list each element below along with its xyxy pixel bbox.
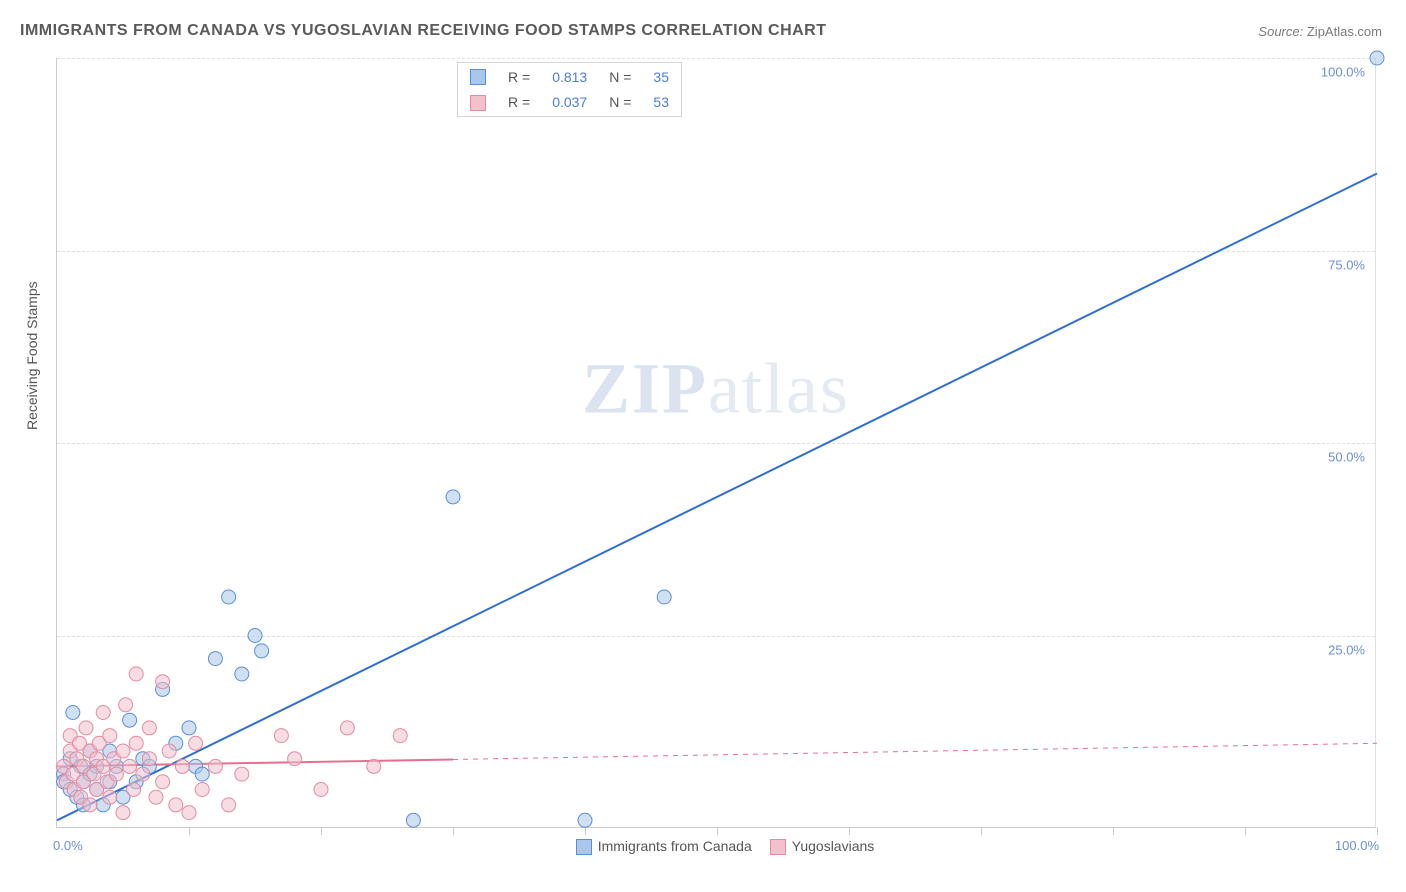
scatter-point: [222, 798, 236, 812]
legend-series-label: Yugoslavians: [792, 838, 875, 854]
scatter-point: [83, 798, 97, 812]
scatter-plot-svg: [57, 58, 1375, 827]
scatter-point: [119, 698, 133, 712]
scatter-point: [156, 675, 170, 689]
scatter-point: [578, 813, 592, 827]
scatter-point: [175, 759, 189, 773]
regression-line-dashed: [453, 743, 1377, 759]
scatter-point: [109, 767, 123, 781]
x-tick: [717, 827, 718, 835]
scatter-point: [156, 775, 170, 789]
source-value: ZipAtlas.com: [1307, 24, 1382, 39]
scatter-point: [255, 644, 269, 658]
scatter-point: [116, 744, 130, 758]
scatter-point: [235, 767, 249, 781]
chart-title: IMMIGRANTS FROM CANADA VS YUGOSLAVIAN RE…: [20, 22, 827, 40]
x-tick: [1113, 827, 1114, 835]
x-tick: [585, 827, 586, 835]
series-legend: Immigrants from Canada Yugoslavians: [57, 838, 1375, 855]
scatter-point: [66, 706, 80, 720]
scatter-point: [406, 813, 420, 827]
scatter-point: [314, 783, 328, 797]
legend-series-label: Immigrants from Canada: [598, 838, 752, 854]
y-axis-title: Receiving Food Stamps: [24, 281, 40, 430]
scatter-point: [208, 652, 222, 666]
scatter-point: [446, 490, 460, 504]
scatter-point: [657, 590, 671, 604]
x-tick: [321, 827, 322, 835]
scatter-point: [182, 806, 196, 820]
scatter-point: [1370, 51, 1384, 65]
scatter-point: [195, 767, 209, 781]
regression-line: [57, 174, 1377, 821]
scatter-point: [149, 790, 163, 804]
x-tick: [1245, 827, 1246, 835]
scatter-point: [162, 744, 176, 758]
scatter-point: [96, 706, 110, 720]
legend-swatch: [770, 839, 786, 855]
scatter-point: [288, 752, 302, 766]
legend-swatch: [576, 839, 592, 855]
scatter-point: [129, 667, 143, 681]
scatter-point: [222, 590, 236, 604]
x-tick: [849, 827, 850, 835]
scatter-point: [248, 629, 262, 643]
chart-plot-area: ZIPatlas 25.0%50.0%75.0%100.0% 0.0% 100.…: [56, 58, 1376, 828]
scatter-point: [123, 759, 137, 773]
source-attribution: Source: ZipAtlas.com: [1258, 24, 1382, 39]
scatter-point: [129, 736, 143, 750]
x-tick: [981, 827, 982, 835]
scatter-point: [127, 783, 141, 797]
x-tick: [1377, 827, 1378, 835]
scatter-point: [367, 759, 381, 773]
scatter-point: [136, 767, 150, 781]
scatter-point: [142, 752, 156, 766]
scatter-point: [189, 736, 203, 750]
scatter-point: [235, 667, 249, 681]
x-tick: [453, 827, 454, 835]
scatter-point: [182, 721, 196, 735]
x-tick: [189, 827, 190, 835]
scatter-point: [195, 783, 209, 797]
scatter-point: [103, 729, 117, 743]
scatter-point: [208, 759, 222, 773]
scatter-point: [116, 806, 130, 820]
source-label: Source:: [1258, 24, 1303, 39]
scatter-point: [123, 713, 137, 727]
scatter-point: [142, 721, 156, 735]
scatter-point: [274, 729, 288, 743]
scatter-point: [169, 798, 183, 812]
scatter-point: [79, 721, 93, 735]
scatter-point: [393, 729, 407, 743]
scatter-point: [340, 721, 354, 735]
scatter-point: [103, 790, 117, 804]
